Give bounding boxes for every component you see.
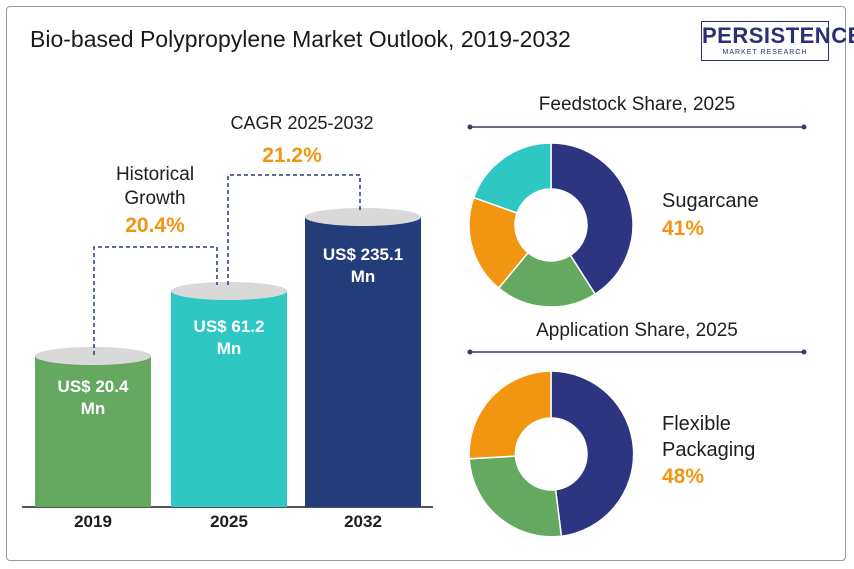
application-highlight-value: 48% (662, 465, 705, 488)
donut-slice (472, 142, 552, 214)
application-highlight-label: Flexible Packaging (662, 413, 756, 461)
donut-slice (468, 370, 552, 460)
donut-slice (468, 196, 530, 290)
feedstock-title-rule (467, 124, 807, 130)
cagr-connector (227, 174, 361, 285)
application-title-rule (467, 349, 807, 355)
x-tick-2032: 2032 (344, 512, 382, 531)
application-donut (468, 370, 635, 538)
bar-2019 (35, 347, 151, 507)
feedstock-title: Feedstock Share, 2025 (538, 94, 736, 115)
logo-sub-text: MARKET RESEARCH (722, 49, 808, 56)
feedstock-donut (468, 142, 634, 308)
bar-2025 (171, 282, 287, 507)
cagr-value: 21.2% (262, 144, 322, 167)
bar-2032 (305, 208, 421, 507)
donut-slice (550, 370, 635, 538)
page-title: Bio-based Polypropylene Market Outlook, … (30, 26, 571, 52)
historical-growth-value: 20.4% (125, 214, 185, 237)
feedstock-highlight-value: 41% (662, 217, 705, 240)
persistence-logo: PERSISTENCE MARKET RESEARCH (701, 21, 854, 61)
feedstock-highlight-label: Sugarcane (662, 190, 759, 212)
bar-value-label-2032: US$ 235.1 Mn (322, 245, 404, 286)
bar-value-label-2025: US$ 61.2 Mn (193, 317, 265, 358)
historical-growth-label: Historical Growth (115, 164, 195, 209)
application-title: Application Share, 2025 (536, 320, 738, 341)
x-tick-2019: 2019 (74, 512, 112, 531)
x-tick-2025: 2025 (210, 512, 248, 531)
donut-slice (468, 455, 563, 538)
bar-value-label-2019: US$ 20.4 Mn (57, 377, 129, 418)
cagr-label: CAGR 2025-2032 (230, 113, 374, 133)
historical-connector (93, 246, 218, 355)
